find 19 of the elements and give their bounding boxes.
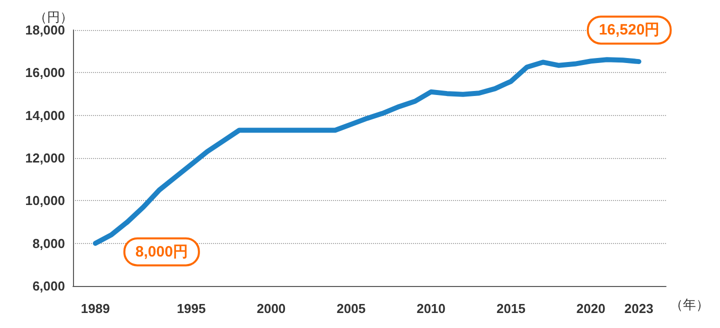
- x-tick-label: 2005: [336, 301, 366, 316]
- y-tick-label: 12,000: [25, 150, 65, 166]
- annotation: 8,000円: [135, 243, 188, 260]
- x-tick-label: 1995: [176, 301, 206, 316]
- y-tick-label: 18,000: [25, 22, 65, 38]
- x-tick-label: 2000: [256, 301, 286, 316]
- y-tick-label: 8,000: [32, 236, 65, 251]
- x-tick-label: 2010: [416, 301, 446, 316]
- x-tick-label: 2020: [576, 301, 606, 316]
- y-tick-label: 14,000: [25, 108, 65, 123]
- y-axis-title: （円）: [34, 10, 73, 25]
- x-tick-label: 2015: [496, 301, 526, 316]
- y-tick-label: 16,000: [25, 65, 65, 80]
- annotation: 16,520円: [598, 22, 660, 39]
- y-tick-label: 10,000: [25, 193, 65, 208]
- x-tick-label: 1989: [80, 301, 110, 316]
- x-axis-title: （年）: [670, 297, 709, 312]
- x-tick-label: 2023: [624, 301, 654, 316]
- y-tick-label: 6,000: [32, 278, 65, 294]
